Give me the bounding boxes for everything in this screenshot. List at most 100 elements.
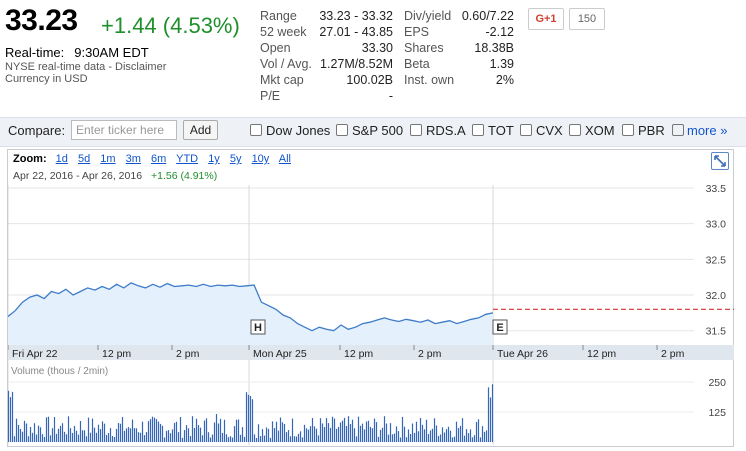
compare-ticker-label: RDS.A [426, 123, 466, 138]
y-tick-label: 33.5 [706, 185, 727, 195]
stat-label: Beta [404, 57, 430, 71]
compare-checkbox-pbr[interactable]: PBR [622, 123, 665, 138]
range-end[interactable]: Apr 26, 2016 [81, 170, 143, 182]
zoom-3m[interactable]: 3m [125, 153, 141, 165]
gplus-count: 150 [569, 8, 605, 30]
checkbox-icon[interactable] [622, 124, 634, 136]
zoom-1d[interactable]: 1d [55, 153, 68, 165]
zoom-all[interactable]: All [278, 153, 291, 165]
expand-arrow-icon [714, 155, 726, 167]
stat-value: 18.38B [474, 41, 514, 55]
compare-checkbox-xom[interactable]: XOM [569, 123, 615, 138]
compare-checkbox-rdsa[interactable]: RDS.A [410, 123, 466, 138]
compare-ticker-label: XOM [585, 123, 615, 138]
stat-value: 27.01 - 43.85 [319, 25, 393, 39]
volume-title: Volume (thous / 2min) [11, 366, 108, 377]
stat-label: Open [260, 41, 291, 55]
stat-value: 0.60/7.22 [461, 9, 514, 23]
checkbox-icon[interactable] [672, 124, 684, 136]
x-tick-label: Tue Apr 26 [497, 348, 548, 360]
stat-value: 2% [495, 73, 514, 87]
zoom-controls: Zoom: 1d 5d 1m 3m 6m YTD 1y 5y 10y All [13, 153, 298, 165]
realtime-label: Real-time: [5, 45, 65, 60]
stats-left: Range 33.23 - 33.32 52 week 27.01 - 43.85 … [260, 8, 395, 108]
stats-right: Div/yield 0.60/7.22 EPS -2.12 Shares 18.38B… [404, 8, 514, 92]
expand-icon[interactable] [711, 152, 729, 170]
stat-label: Vol / Avg. [260, 57, 312, 71]
zoom-6m[interactable]: 6m [150, 153, 167, 165]
x-tick-label: Mon Apr 25 [253, 348, 307, 360]
volume-tick-label: 125 [708, 407, 726, 419]
zoom-10y[interactable]: 10y [251, 153, 270, 165]
compare-checkbox-tot[interactable]: TOT [472, 123, 514, 138]
stat-value: 100.02B [346, 73, 393, 87]
marker-label: H [254, 322, 262, 334]
stat-value: 33.30 [361, 41, 393, 55]
y-tick-label: 32.0 [706, 290, 727, 302]
stat-label: Inst. own [404, 73, 455, 87]
stock-price: 33.23 [5, 4, 78, 37]
x-tick-label: 12 pm [587, 348, 616, 360]
y-tick-label: 33.0 [706, 219, 727, 231]
x-tick-label: 2 pm [661, 348, 685, 360]
x-axis-background [8, 345, 734, 360]
stat-value: 1.39 [489, 57, 514, 71]
stat-label: Div/yield [404, 9, 452, 23]
checkbox-icon[interactable] [250, 124, 262, 136]
compare-checkbox-sp500[interactable]: S&P 500 [336, 123, 403, 138]
range-start[interactable]: Apr 22, 2016 [13, 170, 74, 182]
zoom-1y[interactable]: 1y [208, 153, 220, 165]
compare-ticker-label: TOT [488, 123, 514, 138]
x-tick-label: 12 pm [344, 348, 373, 360]
range-change: +1.56 (4.91%) [150, 170, 218, 182]
compare-label: Compare: [8, 123, 66, 138]
marker-box [492, 319, 508, 335]
checkbox-icon[interactable] [520, 124, 532, 136]
y-tick-label: 31.5 [706, 326, 727, 338]
stat-label: EPS [404, 25, 430, 39]
x-axis-bar: Fri Apr 22 12 pm 2 pm Mon Apr 25 12 pm 2 pm Tu… [8, 345, 734, 360]
x-tick-label: Fri Apr 22 [12, 348, 58, 360]
price-line [8, 282, 494, 332]
marker-box [250, 319, 266, 335]
currency-note: Currency in USD [5, 73, 88, 85]
earnings-marker: E [492, 319, 508, 335]
more-tickers-link[interactable]: more » [672, 123, 727, 138]
stat-value: 1.27M/8.52M [320, 57, 393, 71]
stat-label: Range [260, 9, 297, 23]
checkbox-icon[interactable] [410, 124, 422, 136]
volume-tick-label: 250 [708, 377, 726, 389]
stat-value: - [388, 89, 393, 103]
compare-checkbox-dow-jones[interactable]: Dow Jones [250, 123, 330, 138]
range-separator: - [76, 170, 80, 182]
gplus-button[interactable]: G+1 [528, 8, 564, 30]
zoom-5d[interactable]: 5d [77, 153, 91, 165]
ticker-input[interactable] [71, 120, 177, 140]
data-source-disclaimer[interactable]: NYSE real-time data - Disclaimer [5, 61, 167, 73]
more-link-label[interactable]: more » [687, 123, 728, 138]
price-area-fill [8, 282, 493, 345]
x-tick-label: 2 pm [176, 348, 200, 360]
compare-ticker-label: CVX [536, 123, 563, 138]
checkbox-icon[interactable] [472, 124, 484, 136]
checkbox-icon[interactable] [336, 124, 348, 136]
zoom-label: Zoom: [13, 153, 47, 165]
zoom-1m[interactable]: 1m [100, 153, 116, 165]
zoom-5y[interactable]: 5y [229, 153, 242, 165]
stat-label: 52 week [260, 25, 307, 39]
compare-ticker-label: S&P 500 [352, 123, 404, 138]
x-tick-label: 12 pm [102, 348, 131, 360]
add-ticker-button[interactable]: Add [183, 120, 218, 140]
compare-checkbox-cvx[interactable]: CVX [520, 123, 563, 138]
x-tick-label: 2 pm [418, 348, 442, 360]
realtime-time: 9:30AM EDT [74, 45, 149, 60]
volume-plot-area: Volume (thous / 2min) 250 125 [8, 366, 726, 442]
price-chart[interactable]: 33.5 33.0 32.5 32.0 31.5 H E Fri Apr 22 12 pm 2 … [8, 185, 734, 445]
holiday-marker: H [250, 319, 266, 335]
zoom-ytd[interactable]: YTD [176, 153, 199, 165]
stat-label: Shares [404, 41, 444, 55]
price-plot-area: 33.5 33.0 32.5 32.0 31.5 H E [8, 185, 734, 445]
checkbox-icon[interactable] [569, 124, 581, 136]
realtime-info: Real-time: 9:30AM EDT [5, 45, 149, 60]
compare-ticker-label: Dow Jones [266, 123, 331, 138]
